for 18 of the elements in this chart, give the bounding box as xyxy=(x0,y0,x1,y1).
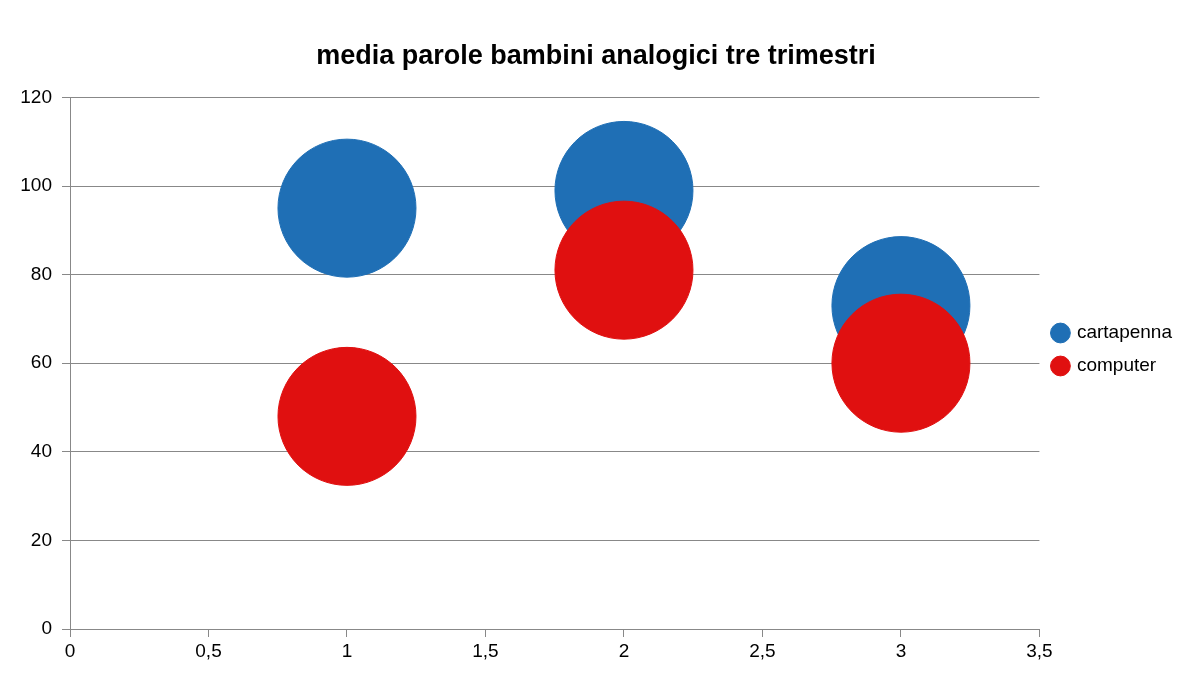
y-tick-label: 100 xyxy=(20,174,52,196)
y-tick-label: 80 xyxy=(30,262,52,284)
y-tick-label: 20 xyxy=(30,528,52,550)
y-tick-label: 0 xyxy=(41,617,52,639)
legend-label: computer xyxy=(1076,354,1157,376)
x-tick-label: 3,5 xyxy=(1026,639,1053,661)
x-tick-label: 3 xyxy=(895,639,907,661)
x-tick-label: 1 xyxy=(341,639,353,661)
legend-label: cartapenna xyxy=(1076,321,1173,343)
x-tick-label: 1,5 xyxy=(472,639,499,661)
chart-title: media parole bambini analogici tre trimestri xyxy=(316,39,876,70)
x-tick-label: 0 xyxy=(64,639,76,661)
y-tick-label: 120 xyxy=(20,85,52,107)
y-tick-label: 60 xyxy=(30,351,52,373)
x-tick-label: 2 xyxy=(618,639,630,661)
x-tick-label: 2,5 xyxy=(749,639,776,661)
x-tick-label: 0,5 xyxy=(195,639,222,661)
y-tick-label: 40 xyxy=(30,440,52,462)
